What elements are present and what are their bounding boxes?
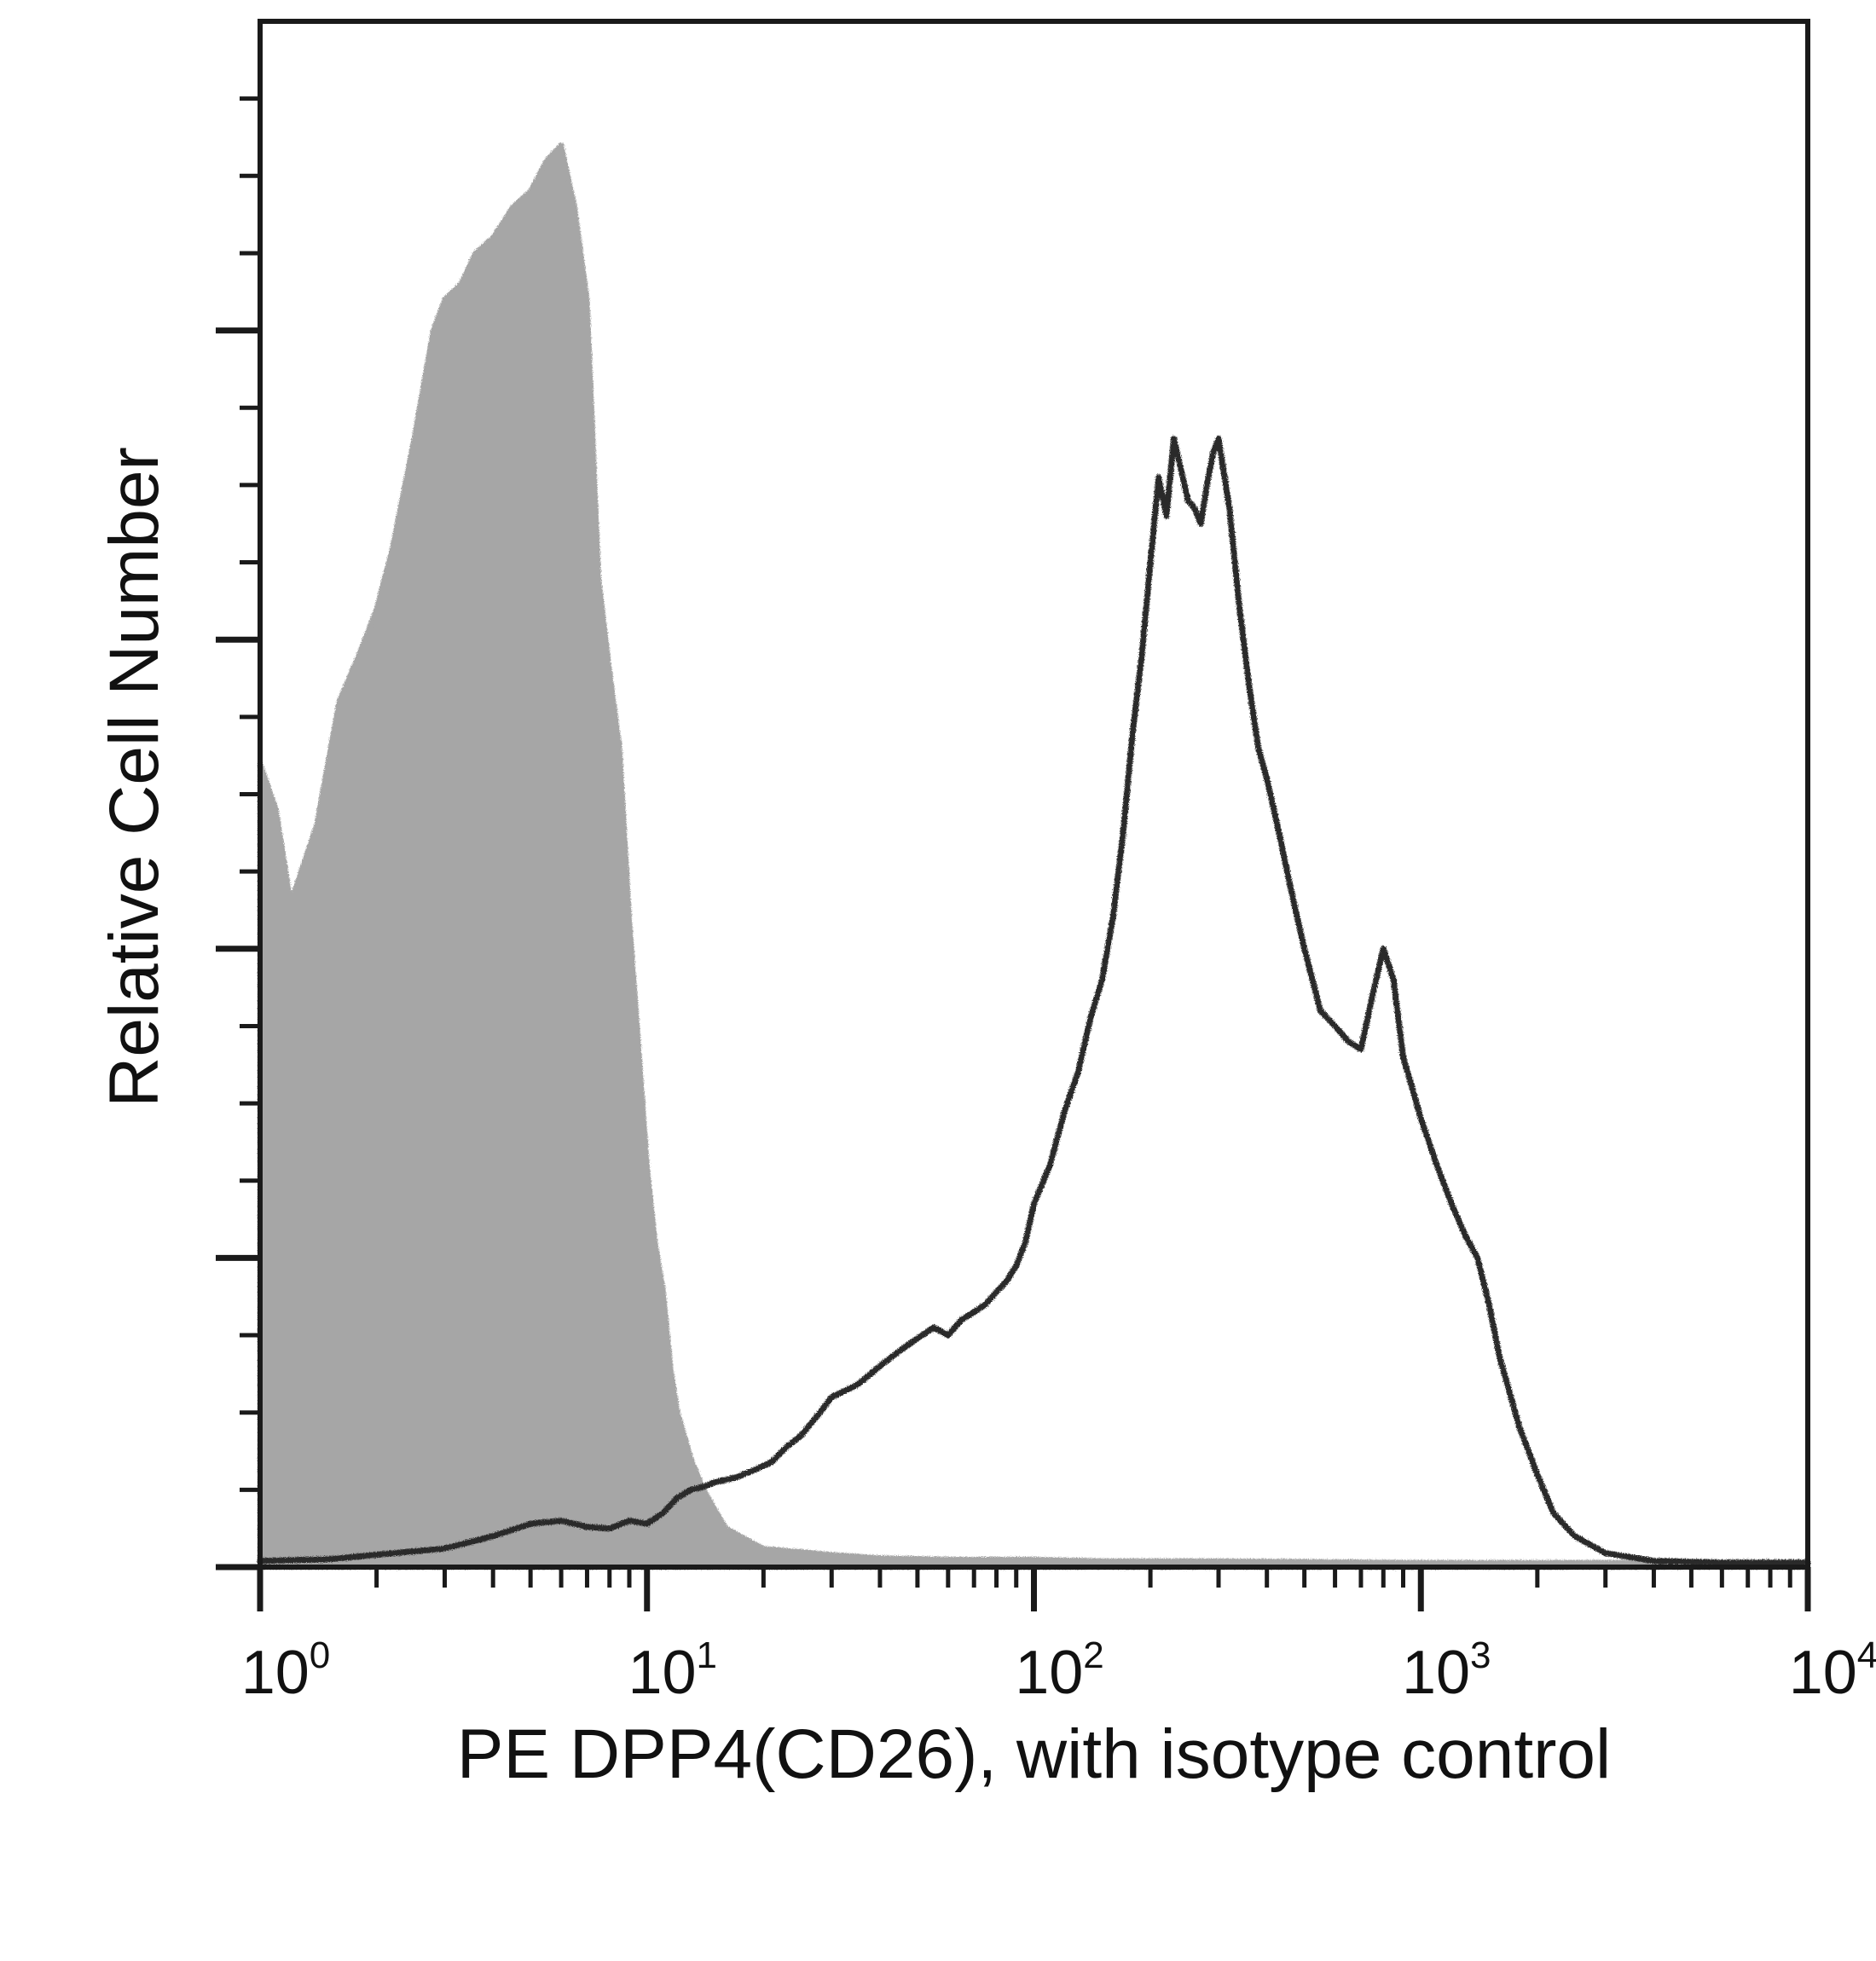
x-tick-label: 101 (628, 1634, 717, 1707)
x-tick-label: 102 (1015, 1634, 1104, 1707)
y-axis (216, 96, 260, 1571)
y-axis-title: Relative Cell Number (96, 447, 173, 1108)
x-axis-title: PE DPP4(CD26), with isotype control (457, 1715, 1612, 1793)
x-tick-label: 100 (241, 1634, 331, 1707)
plot-area (257, 142, 1811, 1570)
x-axis: 100 101 102 103 104 (241, 1567, 1876, 1707)
x-tick-label: 103 (1402, 1634, 1491, 1707)
isotype-control-histogram (258, 142, 1810, 1570)
x-tick-label: 104 (1789, 1634, 1876, 1707)
cd26-stained-histogram (257, 436, 1811, 1566)
